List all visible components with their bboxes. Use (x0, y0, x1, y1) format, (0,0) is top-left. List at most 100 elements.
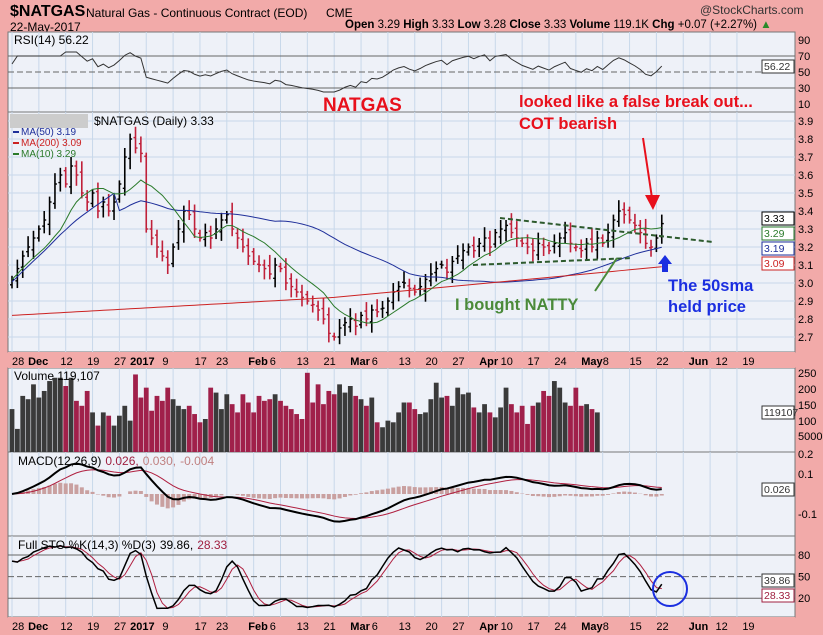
volume-bar (428, 399, 434, 452)
macd-histogram-bar (240, 494, 245, 496)
macd-histogram-bar (47, 485, 52, 494)
quote-bar: Open 3.29 High 3.33 Low 3.28 Close 3.33 … (345, 19, 772, 31)
macd-histogram-bar (353, 494, 358, 495)
macd-histogram-bar (584, 494, 589, 497)
price-tick-label: 3.9 (798, 116, 813, 128)
volume-bar (278, 400, 283, 452)
volume-last-label-box (761, 405, 795, 420)
volume-bar (20, 395, 26, 452)
volume-bar (557, 387, 563, 452)
macd-histogram-bar (235, 494, 240, 495)
macd-histogram-bar (149, 494, 154, 502)
annotation-50sma: The 50sma held price (668, 276, 753, 318)
date-tick-label: 23 (216, 621, 228, 633)
macd-histogram-bar (273, 494, 278, 499)
volume-bar (530, 405, 536, 452)
macd-last-label-box (761, 482, 795, 497)
date-tick-label: 15 (630, 621, 642, 633)
macd-histogram-bar (611, 493, 616, 494)
volume-bar (315, 384, 321, 452)
volume-bar (229, 404, 235, 452)
volume-bar (568, 405, 573, 452)
macd-histogram-bar (203, 494, 208, 499)
volume-bar (331, 394, 337, 452)
macd-histogram-bar (375, 490, 380, 494)
rsi-last-label-box (761, 59, 795, 74)
low-label: Low (457, 19, 481, 31)
macd-histogram-bar (649, 494, 654, 497)
macd-histogram-bar (369, 491, 374, 494)
macd-histogram-bar (557, 494, 562, 497)
macd-title-c: 0.030, (143, 454, 176, 468)
date-tick-label: 17 (195, 621, 207, 633)
price-title: $NATGAS (Daily) 3.33 (94, 114, 214, 128)
volume-bar (487, 412, 493, 452)
sto-title-c: 28.33 (197, 538, 227, 552)
annotation-false-break: looked like a false break out... COT bea… (519, 91, 753, 135)
volume-bar (149, 410, 155, 452)
date-tick-label: 12 (60, 356, 72, 368)
sto-title-a: Full STO %K(14,3) %D(3) (18, 538, 156, 552)
volume-bar (326, 390, 332, 452)
volume-tick-label: 250 (798, 368, 816, 380)
volume-bar (159, 400, 165, 452)
price-tick-label: 3.7 (798, 152, 813, 164)
date-tick-label: 23 (216, 356, 228, 368)
macd-histogram-bar (165, 494, 170, 509)
close-label: Close (509, 19, 541, 31)
rsi-last-label: 56.22 (764, 61, 790, 73)
macd-histogram-bar (428, 487, 433, 494)
macd-histogram-bar (316, 494, 321, 499)
macd-histogram-bar (418, 487, 423, 494)
macd-histogram-bar (251, 494, 256, 498)
volume-bar (492, 417, 498, 452)
date-tick-label: 20 (425, 356, 437, 368)
ma50-line (11, 192, 662, 283)
volume-bar (460, 394, 466, 452)
macd-histogram-bar (444, 487, 449, 494)
macd-histogram-bar (117, 494, 122, 497)
macd-histogram-bar (69, 483, 74, 494)
date-tick-label: 27 (114, 621, 126, 633)
volume-bar (9, 409, 15, 452)
volume-bar (347, 386, 353, 452)
volume-bar (439, 397, 444, 452)
volume-bar (181, 409, 187, 452)
volume-bar (476, 412, 482, 452)
volume-bar (519, 405, 525, 452)
macd-histogram-bar (90, 491, 95, 494)
volume-bar (197, 422, 203, 452)
volume-bar (213, 392, 219, 452)
ma200-line (11, 266, 662, 316)
volume-bar (374, 422, 380, 452)
macd-histogram-bar (525, 494, 530, 495)
volume-bar (235, 412, 240, 452)
macd-histogram-bar (337, 494, 342, 499)
volume-bar (594, 412, 600, 452)
macd-histogram-bar (606, 494, 611, 495)
date-tick-label: 8 (603, 621, 609, 633)
macd-histogram-bar (627, 491, 632, 494)
volume-bar (449, 405, 455, 452)
volume-bar (406, 402, 412, 452)
red-arrow-head-icon (645, 195, 660, 210)
macd-tick-label: 0.2 (798, 449, 813, 461)
date-tick-label: May (581, 621, 603, 633)
brand-link[interactable]: @StockCharts.com (700, 3, 804, 17)
macd-histogram-bar (246, 494, 251, 497)
sto-tick-label: 80 (798, 550, 810, 562)
date-tick-label: Feb (248, 356, 268, 368)
symbol: $NATGAS (10, 3, 86, 20)
macd-histogram-bar (509, 490, 514, 494)
macd-histogram-bar (493, 489, 498, 494)
date-tick-label: 2017 (130, 621, 154, 633)
macd-histogram-bar (283, 494, 288, 498)
volume-bar (412, 409, 418, 452)
volume-bar (251, 412, 257, 452)
low-value: 3.28 (483, 19, 507, 31)
macd-tick-label: -0.1 (798, 509, 817, 521)
volume-bar (299, 419, 305, 452)
annotation-line-1: looked like a false break out... (519, 93, 753, 111)
sto-tick-label: 50 (798, 572, 810, 584)
rsi-tick-label: 50 (798, 67, 810, 79)
